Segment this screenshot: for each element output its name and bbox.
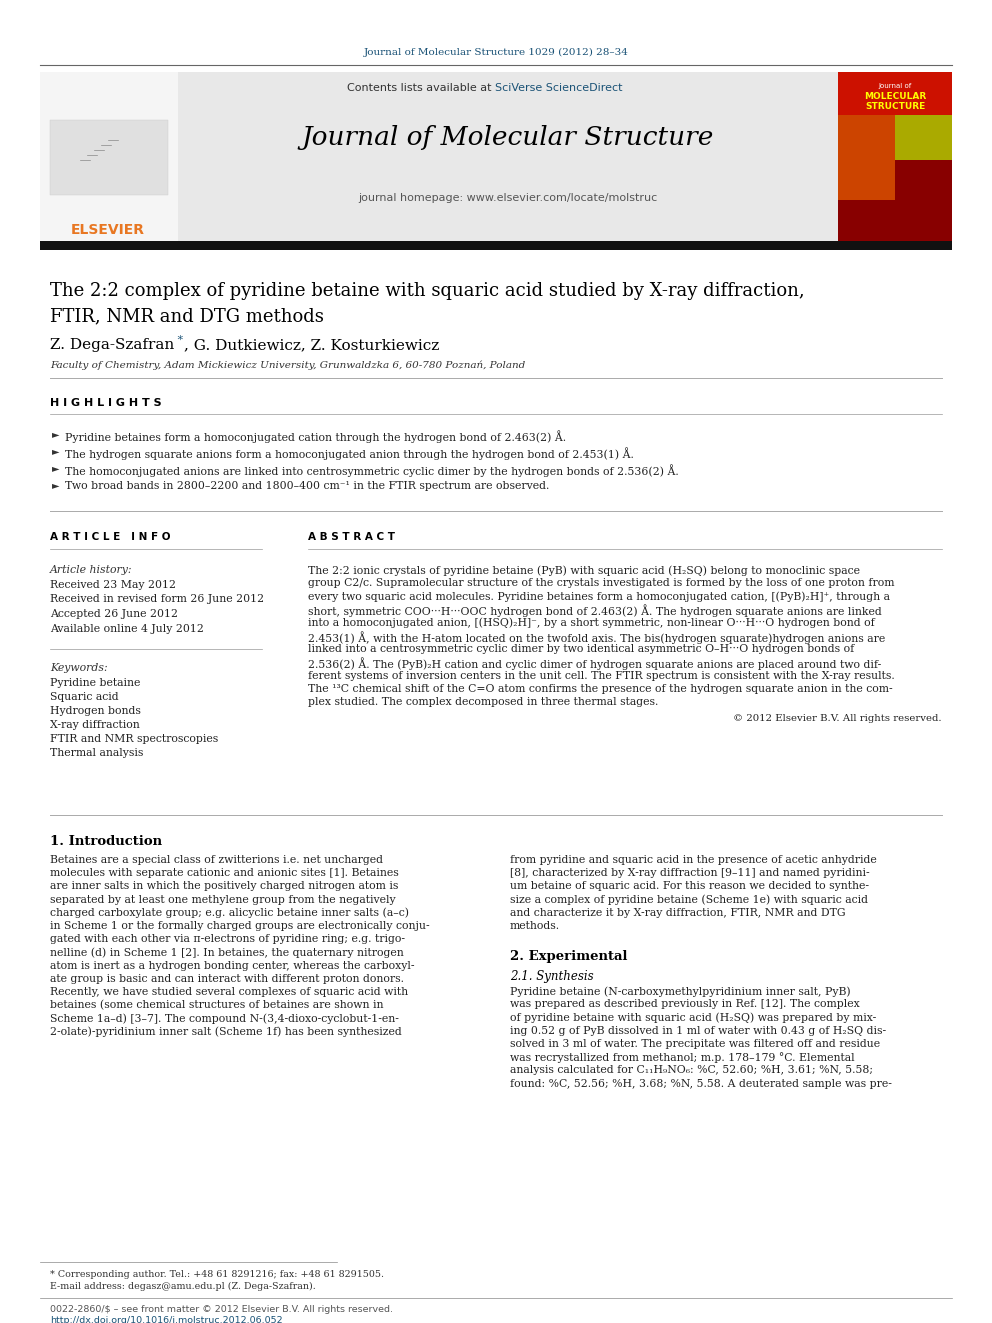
Text: Pyridine betaines form a homoconjugated cation through the hydrogen bond of 2.46: Pyridine betaines form a homoconjugated … bbox=[65, 430, 566, 443]
Text: 2.536(2) Å. The (PyB)₂H cation and cyclic dimer of hydrogen squarate anions are : 2.536(2) Å. The (PyB)₂H cation and cycli… bbox=[308, 658, 881, 671]
Text: , G. Dutkiewicz, Z. Kosturkiewicz: , G. Dutkiewicz, Z. Kosturkiewicz bbox=[184, 337, 439, 352]
Text: analysis calculated for C₁₁H₉NO₆: %C, 52.60; %H, 3.61; %N, 5.58;: analysis calculated for C₁₁H₉NO₆: %C, 52… bbox=[510, 1065, 873, 1076]
Text: linked into a centrosymmetric cyclic dimer by two identical asymmetric O–H···O h: linked into a centrosymmetric cyclic dim… bbox=[308, 644, 854, 654]
Text: ►: ► bbox=[52, 482, 60, 490]
Text: Contents lists available at: Contents lists available at bbox=[347, 83, 495, 93]
Bar bbox=[178, 71, 838, 242]
Text: © 2012 Elsevier B.V. All rights reserved.: © 2012 Elsevier B.V. All rights reserved… bbox=[733, 714, 942, 724]
Text: and characterize it by X-ray diffraction, FTIR, NMR and DTG: and characterize it by X-ray diffraction… bbox=[510, 908, 845, 918]
Text: found: %C, 52.56; %H, 3.68; %N, 5.58. A deuterated sample was pre-: found: %C, 52.56; %H, 3.68; %N, 5.58. A … bbox=[510, 1078, 892, 1089]
Text: A B S T R A C T: A B S T R A C T bbox=[308, 532, 395, 542]
Text: A R T I C L E   I N F O: A R T I C L E I N F O bbox=[50, 532, 171, 542]
Text: The 2:2 complex of pyridine betaine with squaric acid studied by X-ray diffracti: The 2:2 complex of pyridine betaine with… bbox=[50, 282, 805, 300]
Text: was recrystallized from methanol; m.p. 178–179 °C. Elemental: was recrystallized from methanol; m.p. 1… bbox=[510, 1052, 855, 1064]
Text: The hydrogen squarate anions form a homoconjugated anion through the hydrogen bo: The hydrogen squarate anions form a homo… bbox=[65, 447, 634, 460]
Text: Accepted 26 June 2012: Accepted 26 June 2012 bbox=[50, 609, 178, 619]
Text: Betaines are a special class of zwitterions i.e. net uncharged: Betaines are a special class of zwitteri… bbox=[50, 855, 383, 865]
Text: 2.453(1) Å, with the H-atom located on the twofold axis. The bis(hydrogen squara: 2.453(1) Å, with the H-atom located on t… bbox=[308, 631, 885, 644]
Text: Z. Dega-Szafran: Z. Dega-Szafran bbox=[50, 337, 175, 352]
Text: into a homoconjugated anion, [(HSQ)₂H]⁻, by a short symmetric, non-linear O···H·: into a homoconjugated anion, [(HSQ)₂H]⁻,… bbox=[308, 618, 875, 628]
Text: 2. Experimental: 2. Experimental bbox=[510, 950, 628, 963]
Bar bbox=[895, 115, 952, 160]
Text: of pyridine betaine with squaric acid (H₂SQ) was prepared by mix-: of pyridine betaine with squaric acid (H… bbox=[510, 1012, 876, 1023]
Text: size a complex of pyridine betaine (Scheme 1e) with squaric acid: size a complex of pyridine betaine (Sche… bbox=[510, 894, 868, 905]
Text: journal homepage: www.elsevier.com/locate/molstruc: journal homepage: www.elsevier.com/locat… bbox=[358, 193, 658, 202]
Text: FTIR and NMR spectroscopies: FTIR and NMR spectroscopies bbox=[50, 734, 218, 744]
Text: 2.1. Synthesis: 2.1. Synthesis bbox=[510, 970, 593, 983]
Text: * Corresponding author. Tel.: +48 61 8291216; fax: +48 61 8291505.: * Corresponding author. Tel.: +48 61 829… bbox=[50, 1270, 384, 1279]
Text: ►: ► bbox=[52, 464, 60, 474]
Text: methods.: methods. bbox=[510, 921, 560, 931]
Text: FTIR, NMR and DTG methods: FTIR, NMR and DTG methods bbox=[50, 307, 323, 325]
Text: Journal of Molecular Structure 1029 (2012) 28–34: Journal of Molecular Structure 1029 (201… bbox=[363, 48, 629, 57]
Bar bbox=[40, 71, 178, 242]
Text: Pyridine betaine: Pyridine betaine bbox=[50, 677, 141, 688]
Text: The homoconjugated anions are linked into centrosymmetric cyclic dimer by the hy: The homoconjugated anions are linked int… bbox=[65, 464, 679, 476]
Text: X-ray diffraction: X-ray diffraction bbox=[50, 720, 140, 730]
Text: http://dx.doi.org/10.1016/j.molstruc.2012.06.052: http://dx.doi.org/10.1016/j.molstruc.201… bbox=[50, 1316, 283, 1323]
Text: The ¹³C chemical shift of the C=O atom confirms the presence of the hydrogen squ: The ¹³C chemical shift of the C=O atom c… bbox=[308, 684, 893, 693]
Text: E-mail address: degasz@amu.edu.pl (Z. Dega-Szafran).: E-mail address: degasz@amu.edu.pl (Z. De… bbox=[50, 1282, 315, 1291]
Text: MOLECULAR
STRUCTURE: MOLECULAR STRUCTURE bbox=[864, 93, 927, 111]
Text: um betaine of squaric acid. For this reason we decided to synthe-: um betaine of squaric acid. For this rea… bbox=[510, 881, 869, 892]
Text: ing 0.52 g of PyB dissolved in 1 ml of water with 0.43 g of H₂SQ dis-: ing 0.52 g of PyB dissolved in 1 ml of w… bbox=[510, 1025, 886, 1036]
Bar bbox=[50, 120, 168, 194]
Text: Two broad bands in 2800–2200 and 1800–400 cm⁻¹ in the FTIR spectrum are observed: Two broad bands in 2800–2200 and 1800–40… bbox=[65, 482, 550, 491]
Text: Hydrogen bonds: Hydrogen bonds bbox=[50, 706, 141, 716]
Text: Thermal analysis: Thermal analysis bbox=[50, 747, 144, 758]
Text: ELSEVIER: ELSEVIER bbox=[71, 224, 145, 237]
Text: betaines (some chemical structures of betaines are shown in: betaines (some chemical structures of be… bbox=[50, 1000, 384, 1011]
Text: Squaric acid: Squaric acid bbox=[50, 692, 119, 703]
Text: 0022-2860/$ – see front matter © 2012 Elsevier B.V. All rights reserved.: 0022-2860/$ – see front matter © 2012 El… bbox=[50, 1304, 393, 1314]
Text: gated with each other via π-electrons of pyridine ring; e.g. trigo-: gated with each other via π-electrons of… bbox=[50, 934, 405, 945]
Text: solved in 3 ml of water. The precipitate was filtered off and residue: solved in 3 ml of water. The precipitate… bbox=[510, 1039, 880, 1049]
Text: plex studied. The complex decomposed in three thermal stages.: plex studied. The complex decomposed in … bbox=[308, 697, 659, 706]
Text: Journal of Molecular Structure: Journal of Molecular Structure bbox=[302, 124, 714, 149]
Text: H I G H L I G H T S: H I G H L I G H T S bbox=[50, 398, 162, 407]
Text: The 2:2 ionic crystals of pyridine betaine (PyB) with squaric acid (H₂SQ) belong: The 2:2 ionic crystals of pyridine betai… bbox=[308, 565, 860, 576]
Text: nelline (d) in Scheme 1 [2]. In betaines, the quaternary nitrogen: nelline (d) in Scheme 1 [2]. In betaines… bbox=[50, 947, 404, 958]
Text: Keywords:: Keywords: bbox=[50, 663, 107, 673]
Text: molecules with separate cationic and anionic sites [1]. Betaines: molecules with separate cationic and ani… bbox=[50, 868, 399, 878]
Text: 1. Introduction: 1. Introduction bbox=[50, 835, 162, 848]
Text: ate group is basic and can interact with different proton donors.: ate group is basic and can interact with… bbox=[50, 974, 404, 984]
Text: atom is inert as a hydrogen bonding center, whereas the carboxyl-: atom is inert as a hydrogen bonding cent… bbox=[50, 960, 415, 971]
Bar bbox=[838, 157, 952, 242]
Text: Journal of: Journal of bbox=[878, 83, 912, 89]
Text: Pyridine betaine (N-carboxymethylpyridinium inner salt, PyB): Pyridine betaine (N-carboxymethylpyridin… bbox=[510, 986, 850, 996]
Text: charged carboxylate group; e.g. alicyclic betaine inner salts (a–c): charged carboxylate group; e.g. alicycli… bbox=[50, 908, 409, 918]
Text: are inner salts in which the positively charged nitrogen atom is: are inner salts in which the positively … bbox=[50, 881, 399, 892]
Text: Received in revised form 26 June 2012: Received in revised form 26 June 2012 bbox=[50, 594, 264, 605]
Bar bbox=[40, 71, 952, 242]
Text: short, symmetric COO···H···OOC hydrogen bond of 2.463(2) Å. The hydrogen squarat: short, symmetric COO···H···OOC hydrogen … bbox=[308, 605, 882, 618]
Text: ferent systems of inversion centers in the unit cell. The FTIR spectrum is consi: ferent systems of inversion centers in t… bbox=[308, 671, 895, 680]
Text: Available online 4 July 2012: Available online 4 July 2012 bbox=[50, 623, 204, 634]
Text: Received 23 May 2012: Received 23 May 2012 bbox=[50, 579, 176, 590]
Text: from pyridine and squaric acid in the presence of acetic anhydride: from pyridine and squaric acid in the pr… bbox=[510, 855, 877, 865]
Text: Recently, we have studied several complexes of squaric acid with: Recently, we have studied several comple… bbox=[50, 987, 408, 998]
Text: ►: ► bbox=[52, 447, 60, 456]
Text: ►: ► bbox=[52, 430, 60, 439]
Text: *: * bbox=[174, 335, 184, 345]
Bar bbox=[838, 115, 895, 200]
Text: Article history:: Article history: bbox=[50, 565, 133, 576]
Text: Scheme 1a–d) [3–7]. The compound N-(3,4-dioxo-cyclobut-1-en-: Scheme 1a–d) [3–7]. The compound N-(3,4-… bbox=[50, 1013, 399, 1024]
Text: in Scheme 1 or the formally charged groups are electronically conju-: in Scheme 1 or the formally charged grou… bbox=[50, 921, 430, 931]
Text: separated by at least one methylene group from the negatively: separated by at least one methylene grou… bbox=[50, 894, 396, 905]
Text: 2-olate)-pyridinium inner salt (Scheme 1f) has been synthesized: 2-olate)-pyridinium inner salt (Scheme 1… bbox=[50, 1027, 402, 1037]
Text: every two squaric acid molecules. Pyridine betaines form a homoconjugated cation: every two squaric acid molecules. Pyridi… bbox=[308, 591, 890, 602]
Text: Faculty of Chemistry, Adam Mickiewicz University, Grunwaldzka 6, 60-780 Poznań, : Faculty of Chemistry, Adam Mickiewicz Un… bbox=[50, 360, 525, 369]
Text: was prepared as described previously in Ref. [12]. The complex: was prepared as described previously in … bbox=[510, 999, 860, 1009]
Bar bbox=[40, 241, 952, 250]
Text: group C2/c. Supramolecular structure of the crystals investigated is formed by t: group C2/c. Supramolecular structure of … bbox=[308, 578, 895, 589]
Bar bbox=[838, 71, 952, 242]
Text: SciVerse ScienceDirect: SciVerse ScienceDirect bbox=[495, 83, 623, 93]
Text: [8], characterized by X-ray diffraction [9–11] and named pyridini-: [8], characterized by X-ray diffraction … bbox=[510, 868, 870, 878]
